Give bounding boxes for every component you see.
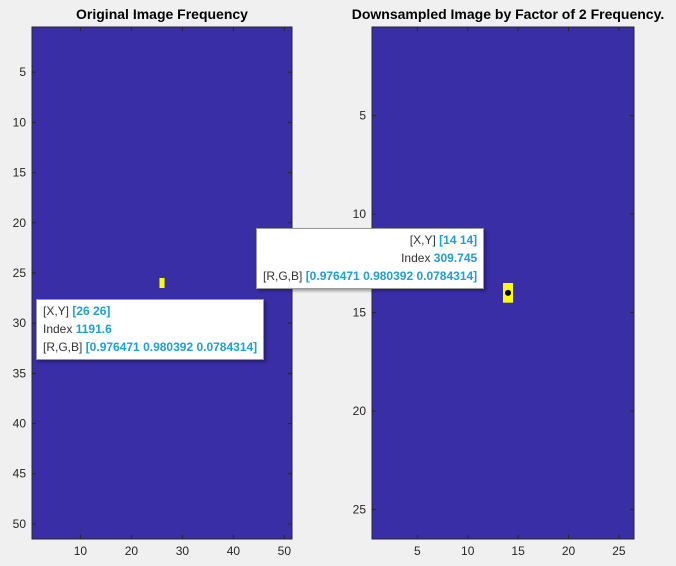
chart-0-xtick-label-0: 10 <box>74 544 88 558</box>
chart-1-group: 5 10 15 20 25 5 10 15 20 25 <box>353 26 635 558</box>
datatip-right-rgb: [R,G,B] [0.976471 0.980392 0.0784314] <box>263 269 478 283</box>
chart-0-ytick-label-8: 45 <box>13 467 27 481</box>
chart-0-hot-cell-0 <box>159 277 165 289</box>
datatip-left[interactable]: [X,Y] [26 26] Index 1191.6 [R,G,B] [0.97… <box>36 299 265 360</box>
chart-1-datatip-marker <box>505 289 512 296</box>
left-chart-title: Original Image Frequency <box>76 6 248 22</box>
chart-0-ytick-label-2: 15 <box>13 166 27 180</box>
datatip-right-xy: [X,Y] [14 14] <box>409 233 478 247</box>
chart-0-group: 10 20 30 40 50 5 10 15 20 25 30 35 40 45 50 <box>13 26 293 558</box>
chart-0-ytick-label-1: 10 <box>13 115 27 129</box>
chart-1-xtick-label-4: 25 <box>612 544 626 558</box>
chart-1-ytick-label-0: 5 <box>359 109 366 123</box>
chart-0-xtick-label-3: 40 <box>227 544 241 558</box>
chart-1-ytick-label-3: 20 <box>353 404 367 418</box>
right-chart-title: Downsampled Image by Factor of 2 Frequen… <box>351 6 665 22</box>
chart-0-ytick-label-0: 5 <box>19 65 26 79</box>
datatip-left-xy: [X,Y] [26 26] <box>43 304 111 318</box>
datatip-left-index: Index 1191.6 <box>43 322 112 336</box>
chart-0-ytick-label-9: 50 <box>13 517 27 531</box>
chart-1-xtick-label-1: 10 <box>461 544 475 558</box>
chart-1-ytick-label-1: 10 <box>353 207 367 221</box>
chart-0-ytick-label-6: 35 <box>13 366 27 380</box>
chart-0-ytick-label-5: 30 <box>13 316 27 330</box>
chart-0-ytick-label-4: 25 <box>13 266 27 280</box>
chart-1-xtick-label-3: 20 <box>562 544 576 558</box>
chart-0-xtick-label-2: 30 <box>176 544 190 558</box>
chart-1-ytick-label-2: 15 <box>353 306 367 320</box>
chart-1-ytick-label-4: 25 <box>353 502 367 516</box>
chart-1-xtick-label-0: 5 <box>414 544 421 558</box>
datatip-right[interactable]: [X,Y] [14 14] Index 309.745 [R,G,B] [0.9… <box>256 228 485 289</box>
chart-0-ytick-label-7: 40 <box>13 417 27 431</box>
chart-1-xtick-label-2: 15 <box>511 544 525 558</box>
datatip-right-index: Index 309.745 <box>401 251 478 265</box>
chart-0-ytick-label-3: 20 <box>13 216 27 230</box>
chart-0-xtick-label-4: 50 <box>278 544 292 558</box>
chart-0-xtick-label-1: 20 <box>125 544 139 558</box>
datatip-left-rgb: [R,G,B] [0.976471 0.980392 0.0784314] <box>43 340 258 354</box>
